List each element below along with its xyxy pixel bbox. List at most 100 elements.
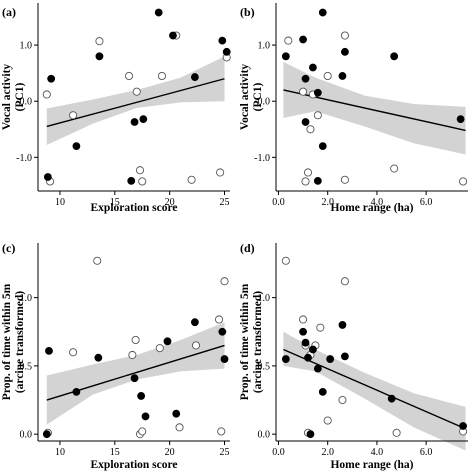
x-tick-label: 6.0: [420, 447, 433, 458]
panel-label: (a): [2, 5, 16, 19]
y-tick-label: 1.0: [258, 41, 271, 52]
filled-point: [281, 52, 290, 61]
open-point: [128, 350, 137, 360]
open-point: [340, 175, 349, 184]
y-axis-title-line: (PC1): [252, 82, 264, 111]
y-tick-label: -1.0: [16, 153, 32, 164]
filled-point: [459, 422, 467, 430]
panel-d: 0.0 0.5 1.0 0.0 2.0 4.0 6.0 (d) Home range (ha) P…: [239, 241, 468, 471]
regression-line: [283, 348, 466, 430]
x-axis-title: Exploration score: [91, 459, 178, 471]
open-point: [301, 177, 310, 186]
open-point: [392, 428, 401, 437]
open-point: [175, 423, 184, 432]
panel-c: 0.0 0.5 1.0 10 15 20 25 (c) Exploration score Pro…: [1, 241, 230, 471]
open-point: [316, 323, 325, 332]
y-tick-label: 0.0: [258, 430, 271, 441]
filled-point: [387, 394, 396, 403]
filled-point: [47, 74, 56, 83]
open-point: [93, 256, 102, 265]
filled-point: [341, 47, 349, 56]
filled-point: [338, 72, 347, 80]
panel-b: -1.0 0.0 1.0 0.0 2.0 4.0 6.0 (b) Home range (ha)…: [239, 3, 468, 214]
filled-point: [306, 430, 315, 439]
panel-label: (b): [240, 5, 255, 19]
open-point: [132, 87, 141, 96]
panel-label: (d): [240, 241, 255, 255]
x-axis-title: Exploration score: [91, 202, 178, 214]
open-point: [216, 168, 225, 177]
y-tick-label: -1.0: [254, 153, 270, 164]
open-point: [217, 427, 226, 436]
filled-point: [313, 88, 322, 97]
open-point: [323, 71, 332, 81]
filled-point: [139, 115, 148, 124]
filled-point: [218, 327, 227, 336]
filled-point: [72, 142, 81, 151]
filled-point: [42, 430, 51, 439]
filled-point: [313, 176, 322, 185]
filled-point: [94, 353, 103, 362]
panel-a: -1.0 0.0 1.0 10 15 20 25 (a) Exploration score Vo…: [1, 3, 231, 214]
x-tick-label: 20: [165, 447, 175, 458]
open-point: [125, 71, 134, 81]
open-point: [284, 36, 293, 45]
y-axis-title-line: (arcine transformed): [14, 291, 26, 393]
x-tick-label: 25: [220, 447, 230, 458]
open-point: [138, 427, 147, 436]
x-tick-label: 6.0: [420, 197, 433, 208]
x-tick-label: 10: [55, 447, 65, 458]
y-axis-title: Prop. of time within 5m(arcine transform…: [1, 283, 26, 400]
open-point: [340, 277, 349, 286]
open-point: [220, 277, 229, 286]
open-point: [338, 395, 347, 405]
filled-point: [222, 47, 231, 56]
open-point: [214, 315, 224, 324]
filled-point: [127, 176, 136, 185]
y-axis-title-line: Vocal activity: [239, 64, 251, 131]
open-point: [306, 125, 315, 134]
filled-point: [154, 8, 163, 17]
y-tick-label: 0.5: [20, 361, 33, 372]
open-point: [69, 111, 78, 120]
filled-point: [313, 364, 322, 373]
y-tick-label: 1.0: [258, 293, 271, 304]
filled-point: [169, 31, 177, 40]
open-point: [42, 90, 51, 99]
filled-point: [281, 355, 290, 363]
y-tick-label: 0.0: [258, 97, 271, 108]
y-tick-label: 0.0: [20, 430, 33, 441]
filled-point: [326, 355, 335, 363]
filled-point: [43, 173, 52, 181]
filled-point: [338, 321, 347, 329]
x-tick-label: 4.0: [371, 197, 384, 208]
filled-point: [304, 353, 312, 362]
filled-point: [72, 387, 81, 396]
open-point: [187, 175, 196, 184]
open-point: [323, 416, 332, 425]
filled-point: [220, 355, 229, 363]
filled-point: [309, 345, 317, 354]
y-axis-title-line: (PC1): [14, 82, 26, 111]
filled-point: [163, 337, 172, 346]
x-tick-label: 25: [220, 197, 230, 208]
open-point: [340, 31, 349, 40]
y-axis-title: Vocal activity(PC1): [1, 64, 26, 131]
x-tick-label: 2.0: [321, 197, 334, 208]
filled-point: [137, 392, 146, 400]
x-tick-label: 2.0: [321, 447, 334, 458]
open-point: [303, 168, 313, 177]
y-axis-title-line: Prop. of time within 5m: [239, 283, 251, 400]
y-tick-label: 1.0: [20, 293, 33, 304]
filled-point: [309, 63, 317, 72]
filled-point: [218, 36, 227, 45]
x-tick-label: 0.0: [272, 197, 285, 208]
filled-point: [172, 409, 181, 418]
open-point: [95, 37, 104, 46]
x-tick-label: 0.0: [272, 447, 285, 458]
y-axis-title: Prop. of time within 5m(arcine transform…: [239, 283, 264, 400]
y-axis-title-line: Vocal activity: [1, 64, 13, 131]
filled-point: [318, 387, 327, 396]
panel-label: (c): [2, 241, 15, 255]
x-axis-title: Home range (ha): [330, 202, 413, 214]
